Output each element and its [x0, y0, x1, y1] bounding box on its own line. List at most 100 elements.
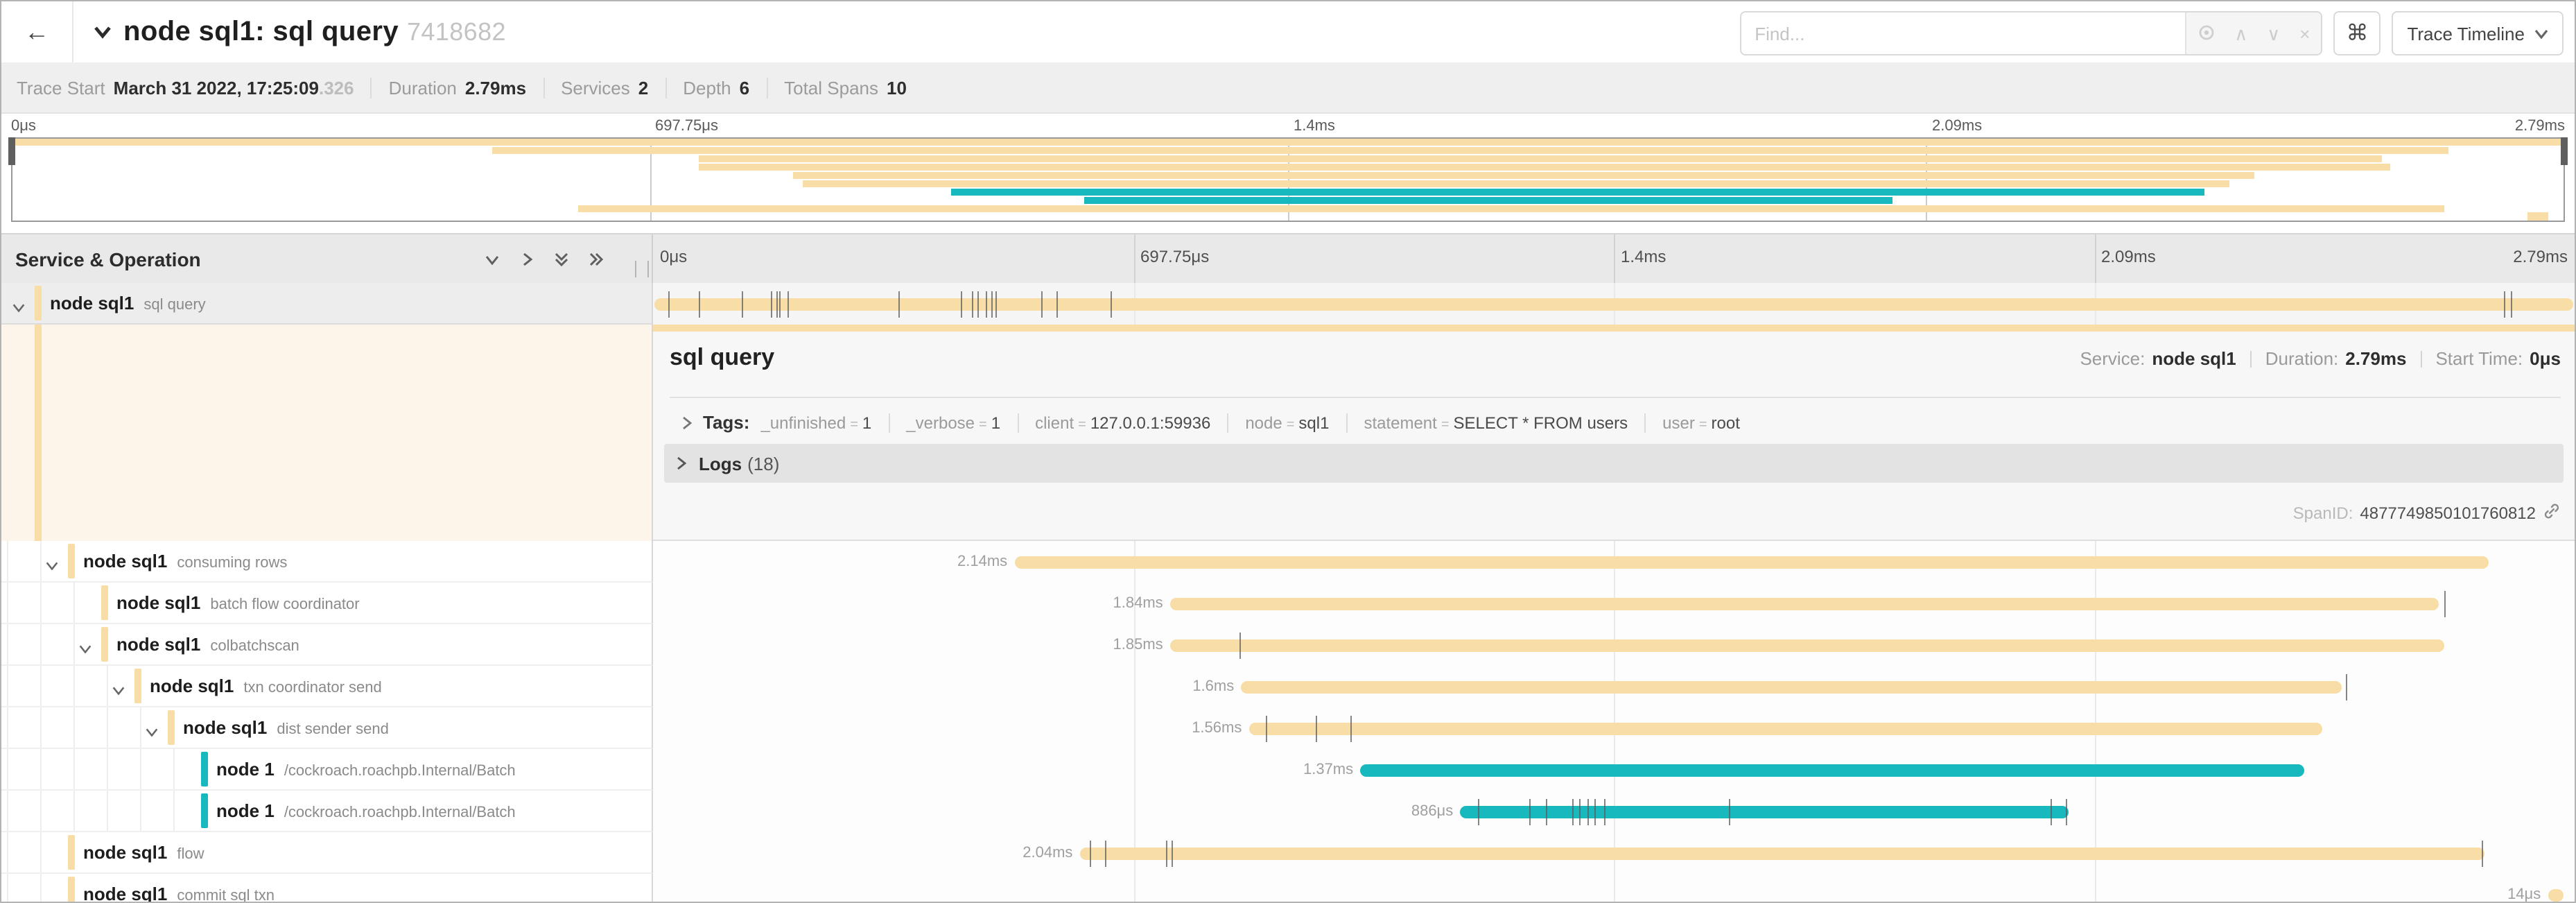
log-event-tick[interactable]: [1477, 798, 1479, 825]
log-event-tick[interactable]: [787, 291, 790, 317]
expand-all-icon[interactable]: [588, 250, 604, 267]
span-bar[interactable]: [1248, 722, 2323, 734]
span-timeline-cell[interactable]: 1.37ms: [653, 749, 2575, 791]
next-result-icon[interactable]: ∨: [2267, 23, 2281, 44]
span-row[interactable]: node sql1 txn coordinator send 1.6ms: [1, 666, 2575, 707]
span-row[interactable]: node 1/cockroach.roachpb.Internal/Batch 1…: [1, 749, 2575, 791]
log-event-tick[interactable]: [898, 291, 900, 317]
span-tree-cell[interactable]: node 1/cockroach.roachpb.Internal/Batch: [1, 749, 653, 791]
log-event-tick[interactable]: [1089, 840, 1091, 866]
span-tree-cell[interactable]: node sql1 batch flow coordinator: [1, 583, 653, 624]
span-row[interactable]: node sql1 consuming rows 2.14ms: [1, 541, 2575, 583]
expand-chevron-icon[interactable]: [44, 555, 60, 580]
log-event-tick[interactable]: [1587, 798, 1589, 825]
log-event-tick[interactable]: [1350, 715, 1352, 741]
log-event-tick[interactable]: [1546, 798, 1548, 825]
log-event-tick[interactable]: [2050, 798, 2052, 825]
log-event-tick[interactable]: [2482, 840, 2484, 866]
log-event-tick[interactable]: [1604, 798, 1606, 825]
log-event-tick[interactable]: [2503, 291, 2505, 317]
viewport-right-handle[interactable]: [2561, 137, 2568, 165]
span-timeline-cell[interactable]: 1.6ms: [653, 666, 2575, 707]
span-tree-cell[interactable]: node 1/cockroach.roachpb.Internal/Batch: [1, 791, 653, 832]
log-event-tick[interactable]: [2065, 798, 2067, 825]
log-event-tick[interactable]: [1041, 291, 1043, 317]
log-event-tick[interactable]: [1172, 840, 1174, 866]
span-tree-cell[interactable]: node sql1 txn coordinator send: [1, 666, 653, 707]
copy-link-icon[interactable]: [2543, 502, 2561, 524]
log-event-tick[interactable]: [1729, 798, 1731, 825]
expand-one-icon[interactable]: [519, 250, 535, 267]
span-row[interactable]: node sql1 dist sender send 1.56ms: [1, 707, 2575, 749]
span-tree-cell[interactable]: node sql1 consuming rows: [1, 541, 653, 583]
trace-collapse-chevron-icon[interactable]: [93, 22, 112, 42]
keyboard-shortcuts-button[interactable]: ⌘: [2333, 11, 2381, 55]
log-event-tick[interactable]: [1239, 632, 1241, 658]
span-tree-cell[interactable]: node sql1 dist sender send: [1, 707, 653, 749]
log-event-tick[interactable]: [977, 291, 980, 317]
timeline-minimap[interactable]: [8, 137, 2568, 222]
log-event-tick[interactable]: [1594, 798, 1596, 825]
viewport-left-handle[interactable]: [8, 137, 15, 165]
collapse-one-icon[interactable]: [484, 250, 501, 267]
span-timeline-cell[interactable]: 2.14ms: [653, 541, 2575, 583]
log-event-tick[interactable]: [1104, 840, 1106, 866]
log-event-tick[interactable]: [741, 291, 743, 317]
logs-toggle[interactable]: Logs (18): [664, 444, 2564, 483]
span-bar[interactable]: [1460, 805, 2069, 818]
log-event-tick[interactable]: [995, 291, 997, 317]
locate-icon[interactable]: [2197, 23, 2215, 44]
span-row[interactable]: node sql1 flow 2.04ms: [1, 832, 2575, 874]
log-event-tick[interactable]: [699, 291, 701, 317]
log-event-tick[interactable]: [2511, 291, 2513, 317]
span-bar[interactable]: [1169, 597, 2439, 610]
log-event-tick[interactable]: [1572, 798, 1573, 825]
span-bar[interactable]: [1014, 556, 2489, 568]
log-event-tick[interactable]: [2444, 590, 2446, 617]
span-timeline-cell[interactable]: 14μs: [653, 874, 2575, 902]
span-timeline-cell[interactable]: 1.85ms: [653, 624, 2575, 666]
span-bar[interactable]: [1241, 680, 2342, 693]
log-event-tick[interactable]: [972, 291, 974, 317]
clear-find-icon[interactable]: ×: [2299, 23, 2310, 44]
log-event-tick[interactable]: [779, 291, 781, 317]
span-tree-cell[interactable]: node sql1 flow: [1, 832, 653, 874]
span-tree-cell[interactable]: node sql1 sql query: [1, 283, 653, 325]
span-row[interactable]: node 1/cockroach.roachpb.Internal/Batch 8…: [1, 791, 2575, 832]
log-event-tick[interactable]: [960, 291, 962, 317]
span-tree-cell[interactable]: node sql1 colbatchscan: [1, 624, 653, 666]
log-event-tick[interactable]: [776, 291, 778, 317]
logs-expand-chevron-icon[interactable]: [674, 456, 688, 470]
span-row[interactable]: node sql1 sql query: [1, 283, 2575, 325]
log-event-tick[interactable]: [1579, 798, 1581, 825]
expand-chevron-icon[interactable]: [11, 297, 26, 322]
log-event-tick[interactable]: [770, 291, 772, 317]
span-bar[interactable]: [2548, 888, 2564, 901]
collapse-all-icon[interactable]: [553, 250, 570, 267]
span-row[interactable]: node sql1 batch flow coordinator 1.84ms: [1, 583, 2575, 624]
back-button[interactable]: ←: [1, 1, 73, 62]
log-event-tick[interactable]: [985, 291, 987, 317]
tags-expand-chevron-icon[interactable]: [679, 415, 693, 429]
log-event-tick[interactable]: [1316, 715, 1318, 741]
span-bar[interactable]: [1169, 639, 2444, 651]
span-timeline-cell[interactable]: 2.04ms: [653, 832, 2575, 874]
log-event-tick[interactable]: [991, 291, 993, 317]
log-event-tick[interactable]: [1110, 291, 1112, 317]
expand-chevron-icon[interactable]: [111, 680, 126, 705]
span-bar[interactable]: [1079, 847, 2484, 859]
span-row[interactable]: node sql1 colbatchscan 1.85ms: [1, 624, 2575, 666]
expand-chevron-icon[interactable]: [78, 638, 93, 663]
span-bar[interactable]: [654, 298, 2573, 310]
span-timeline-cell[interactable]: 1.84ms: [653, 583, 2575, 624]
span-timeline-cell[interactable]: 886μs: [653, 791, 2575, 832]
span-timeline-cell[interactable]: 1.56ms: [653, 707, 2575, 749]
log-event-tick[interactable]: [1266, 715, 1268, 741]
log-event-tick[interactable]: [1056, 291, 1059, 317]
tags-row[interactable]: Tags: _unfinished = 1 _verbose = 1 client = 127.…: [670, 412, 2561, 433]
span-tree-cell[interactable]: node sql1 commit sql txn: [1, 874, 653, 902]
find-input[interactable]: [1741, 12, 2185, 54]
log-event-tick[interactable]: [1166, 840, 1168, 866]
prev-result-icon[interactable]: ∧: [2234, 23, 2248, 44]
column-resizer[interactable]: [635, 261, 649, 277]
